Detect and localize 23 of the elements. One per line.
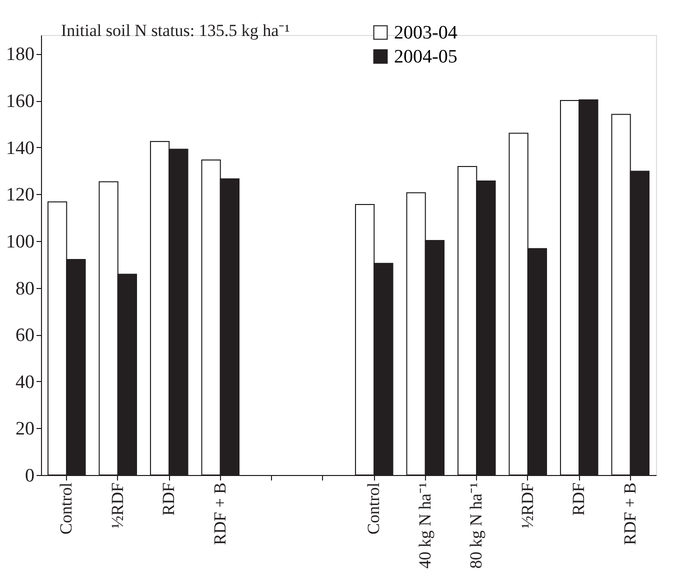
x-tick-label: 40 kg N ha⁻¹ [415, 482, 434, 569]
y-tick-label: 120 [6, 184, 34, 206]
y-tick-label: 60 [16, 325, 34, 346]
y-tick-label: 140 [6, 138, 34, 159]
x-tick-label: Control [56, 482, 76, 534]
x-tick-label: RDF [159, 482, 178, 516]
y-tick-label: 80 [16, 278, 34, 300]
x-tick-label: RDF + B [620, 482, 640, 545]
annotation: Initial soil N status: 135.5 kg ha⁻¹ [61, 21, 290, 40]
x-tick-label: ½RDF [108, 482, 127, 528]
x-tick-label: Control [364, 482, 384, 534]
y-tick-label: 0 [25, 466, 34, 486]
y-tick-label: 100 [6, 231, 34, 252]
y-tick-label: 160 [6, 91, 34, 112]
x-tick-label: ½RDF [518, 482, 537, 528]
x-tick-label: RDF + B [210, 482, 230, 545]
y-tick-label: 20 [16, 418, 34, 440]
legend-label: 2003-04 [394, 22, 458, 44]
y-tick-label: 180 [6, 44, 34, 66]
x-tick-label: 80 kg N ha⁻¹ [466, 482, 486, 569]
y-tick-label: 40 [16, 372, 34, 393]
x-tick-label: RDF [569, 482, 588, 516]
legend-label: 2004-05 [394, 46, 458, 68]
